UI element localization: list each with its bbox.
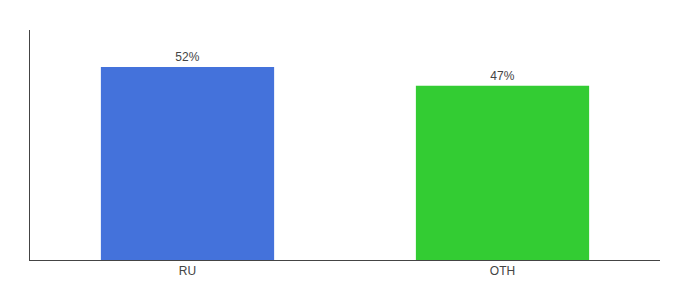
svg-text:RU: RU [179, 264, 196, 278]
svg-text:52%: 52% [175, 50, 199, 64]
svg-text:OTH: OTH [490, 264, 515, 278]
svg-text:47%: 47% [490, 69, 514, 83]
